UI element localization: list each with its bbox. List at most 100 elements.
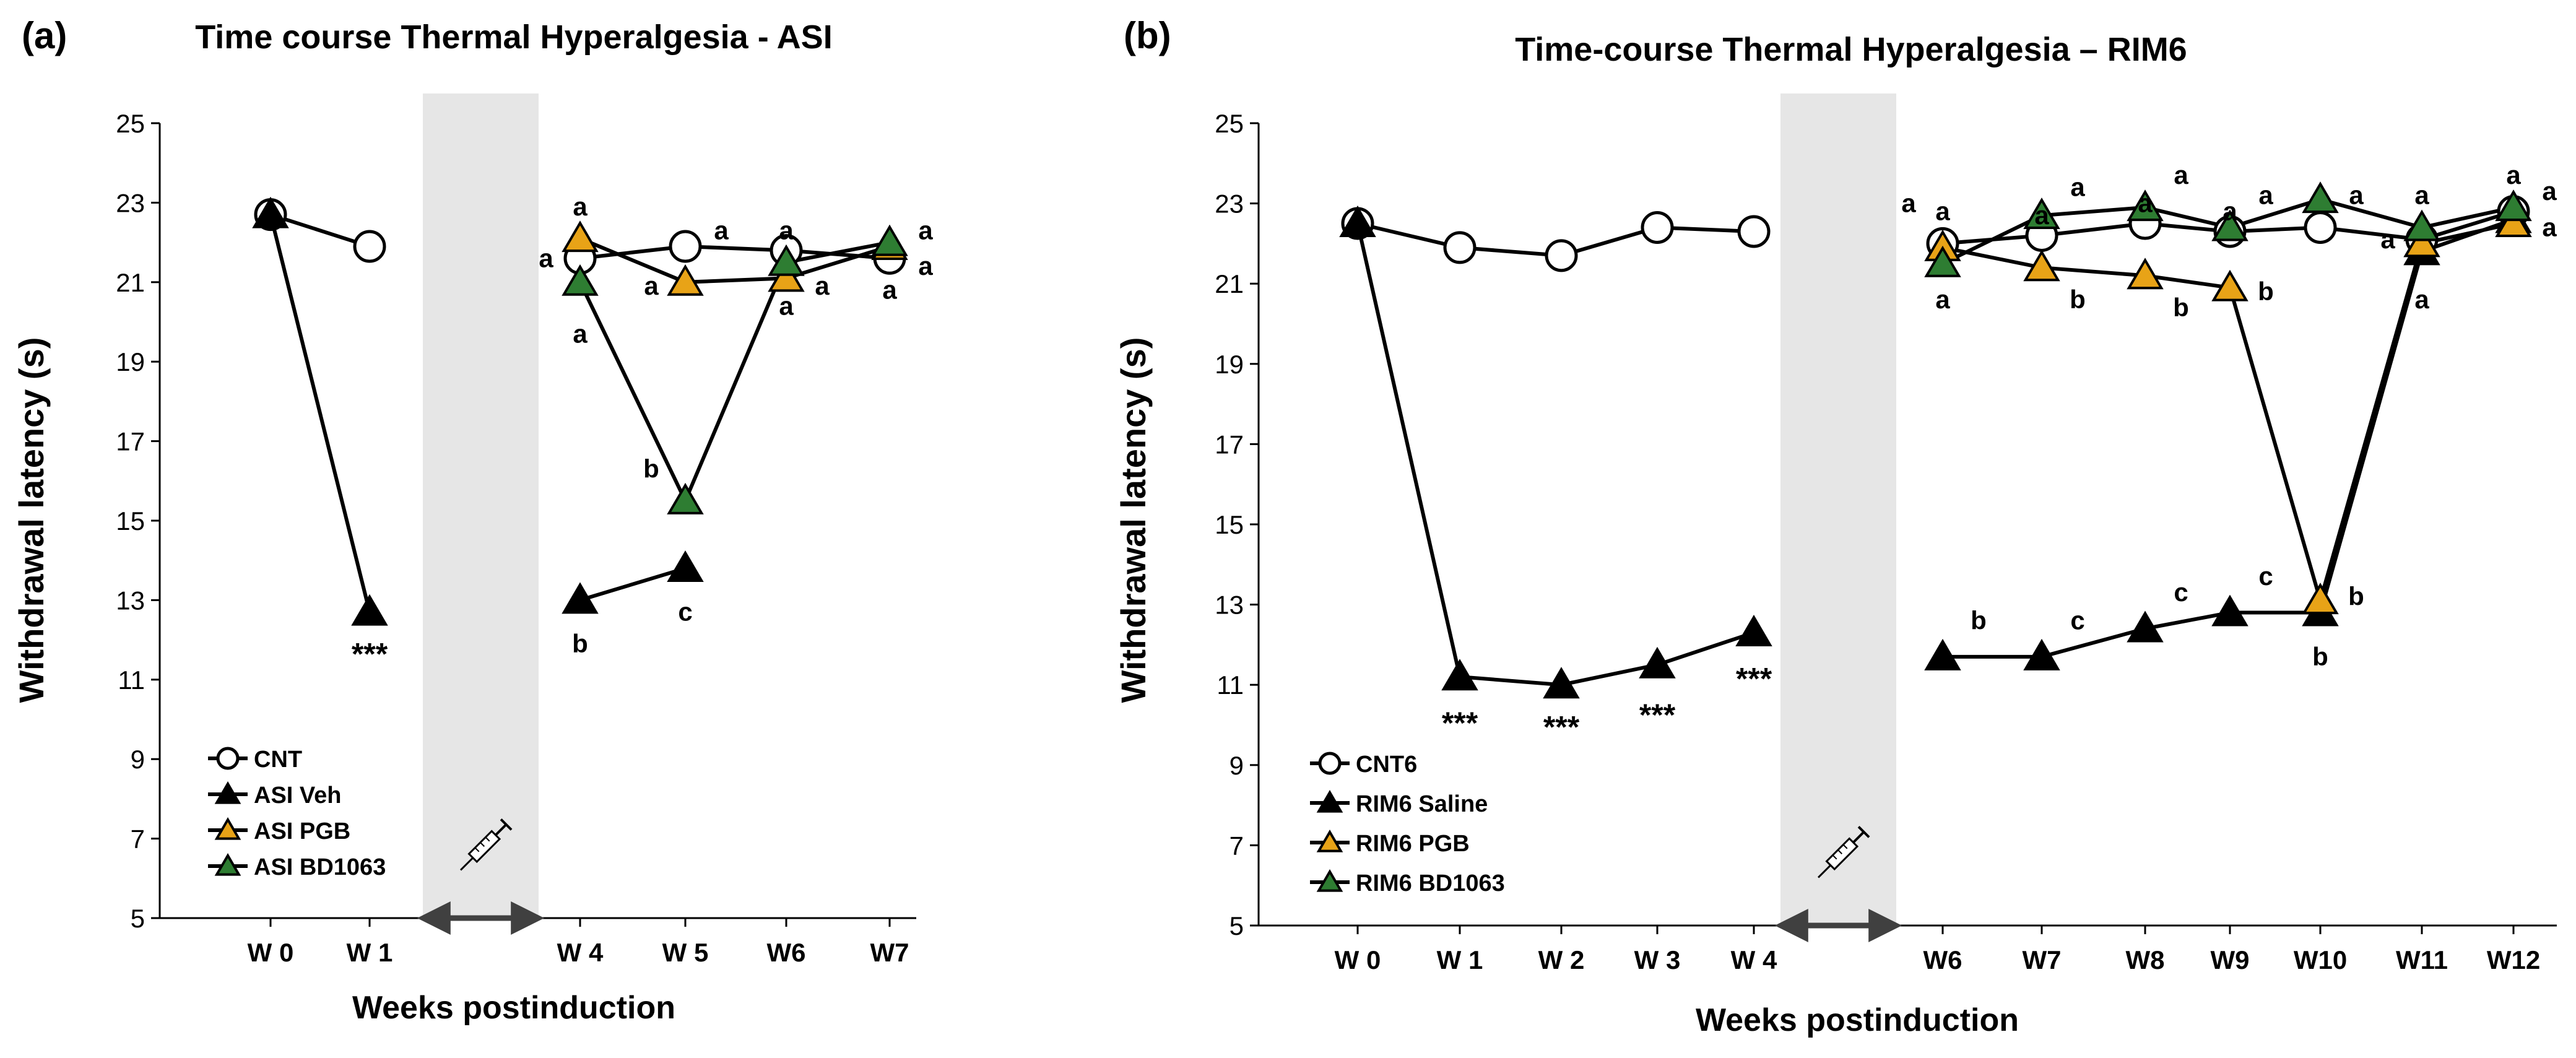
y-tick-label: 25 <box>116 109 145 138</box>
data-point-rim6-saline <box>1441 659 1478 691</box>
data-point-rim6-bd1063 <box>2127 189 2164 222</box>
significance-letter: a <box>2380 225 2395 254</box>
x-tick-label: W7 <box>2023 945 2062 974</box>
legend-label: RIM6 BD1063 <box>1356 870 1505 896</box>
data-point-rim6-pgb <box>2023 249 2060 282</box>
y-tick-label: 15 <box>1215 510 1244 539</box>
y-tick-label: 13 <box>116 586 145 615</box>
y-tick-label: 19 <box>116 347 145 376</box>
significance-stars: *** <box>1543 709 1580 744</box>
y-tick-label: 9 <box>131 745 145 774</box>
data-point-rim6-bd1063 <box>2023 197 2060 230</box>
y-axis-title: Withdrawal latency (s) <box>12 337 51 703</box>
legend: CNT6 RIM6 Saline RIM6 PGB RIM6 BD1063 <box>1310 752 1505 896</box>
data-point-rim6-saline <box>1543 667 1580 699</box>
significance-letter: a <box>2542 176 2557 206</box>
y-tick-label: 11 <box>118 666 145 695</box>
data-point-asi-pgb <box>667 264 704 296</box>
x-tick-label: W8 <box>2126 945 2165 974</box>
significance-stars: *** <box>1639 698 1676 732</box>
x-tick-label: W 0 <box>248 938 294 967</box>
significance-letter: c <box>2258 562 2273 591</box>
significance-letter: a <box>2174 160 2188 189</box>
syringe-tick <box>485 836 490 842</box>
data-point-rim6-bd1063 <box>2302 181 2339 214</box>
data-point-asi-pgb <box>562 220 599 253</box>
panel-label: (a) <box>22 15 67 56</box>
data-point-asi-pgb <box>768 260 805 292</box>
data-point-rim6-pgb <box>2495 206 2532 237</box>
syringe-icon <box>460 818 513 871</box>
data-point-rim6-pgb <box>2403 225 2440 258</box>
significance-letter: a <box>2506 160 2521 189</box>
data-point-asi-veh <box>562 582 599 614</box>
x-tick-label: W 2 <box>1538 945 1585 974</box>
legend-marker <box>214 781 241 804</box>
data-point-asi-bd1063 <box>667 482 704 514</box>
legend-label: ASI PGB <box>254 818 350 844</box>
significance-stars: *** <box>1442 706 1478 740</box>
data-point-rim6-pgb <box>2211 269 2249 301</box>
x-axis-title: Weeks postinduction <box>1696 1002 2019 1038</box>
data-point-rim6-saline <box>1639 646 1676 679</box>
series-line-asi-veh <box>269 214 371 613</box>
y-tick-label: 25 <box>1215 109 1244 138</box>
x-tick-label: W 3 <box>1634 945 1681 974</box>
significance-letter: a <box>2542 212 2557 241</box>
data-point-cnt6 <box>1641 210 1674 244</box>
significance-letter: a <box>2070 173 2085 202</box>
significance-letter: a <box>2034 201 2049 230</box>
x-tick-label: W7 <box>870 938 909 967</box>
significance-letter: a <box>1901 189 1916 218</box>
data-point-rim6-pgb <box>2302 583 2339 615</box>
legend-label: ASI Veh <box>254 783 342 809</box>
treatment-band <box>423 93 539 918</box>
y-tick-label: 21 <box>116 268 145 297</box>
significance-letter: b <box>2348 582 2364 611</box>
significance-letter: b <box>1971 606 1987 635</box>
data-point-cnt <box>353 230 386 263</box>
data-point-asi-bd1063 <box>871 224 908 256</box>
legend-label: CNT6 <box>1356 752 1417 778</box>
series-line-asi-veh <box>579 566 686 602</box>
significance-letter: b <box>2258 277 2274 306</box>
y-tick-label: 5 <box>131 904 145 933</box>
x-tick-label: W6 <box>1923 945 1962 974</box>
legend-label: RIM6 PGB <box>1356 831 1470 857</box>
legend-marker <box>1316 869 1343 892</box>
y-tick-label: 17 <box>116 427 145 456</box>
data-point-rim6-bd1063 <box>1924 245 1961 277</box>
y-tick-label: 7 <box>131 825 145 854</box>
significance-letter: a <box>573 319 588 348</box>
legend: CNT ASI Veh ASI PGB ASI BD1063 <box>208 747 386 880</box>
panel-a: 5 7 9 11 13 15 17 19 21 23 25 W 0 W 1 W 4 W 5 W6 W7 (a) Ti… <box>12 15 933 1026</box>
panel-b: 5 7 9 11 13 15 17 19 21 23 25 W 0 W 1 W 2 W 3 W 4 W6 W7 W8… <box>1114 15 2557 1038</box>
chart-title: Time course Thermal Hyperalgesia - ASI <box>195 19 832 56</box>
legend-marker <box>1316 790 1343 813</box>
data-point-rim6-saline <box>2211 594 2249 627</box>
legend-label: ASI BD1063 <box>254 854 386 880</box>
data-point-rim6-bd1063 <box>2495 189 2532 222</box>
legend-marker <box>1316 830 1343 852</box>
y-tick-label: 21 <box>1215 269 1244 298</box>
legend-marker <box>214 853 241 876</box>
syringe-tick <box>480 842 485 847</box>
significance-letter: a <box>2223 197 2237 226</box>
x-tick-label: W 5 <box>662 938 709 967</box>
x-tick-label: W 1 <box>1437 945 1483 974</box>
syringe-plunger-head <box>500 818 513 831</box>
data-point-cnt <box>669 230 702 263</box>
data-point-asi-bd1063 <box>562 264 599 296</box>
significance-letter: a <box>2349 181 2364 210</box>
data-point-rim6-bd1063 <box>2211 209 2249 241</box>
data-point-asi-bd1063 <box>768 244 805 276</box>
significance-letter: a <box>539 243 553 272</box>
data-point-rim6-saline <box>2023 638 2060 670</box>
syringe-plunger-head <box>1857 825 1870 838</box>
series-line-asi-bd1063 <box>578 240 890 506</box>
y-tick-label: 23 <box>116 188 145 217</box>
x-axis-title: Weeks postinduction <box>352 990 675 1026</box>
significance-letter: c <box>678 597 692 627</box>
data-point-rim6-pgb <box>2127 258 2164 290</box>
